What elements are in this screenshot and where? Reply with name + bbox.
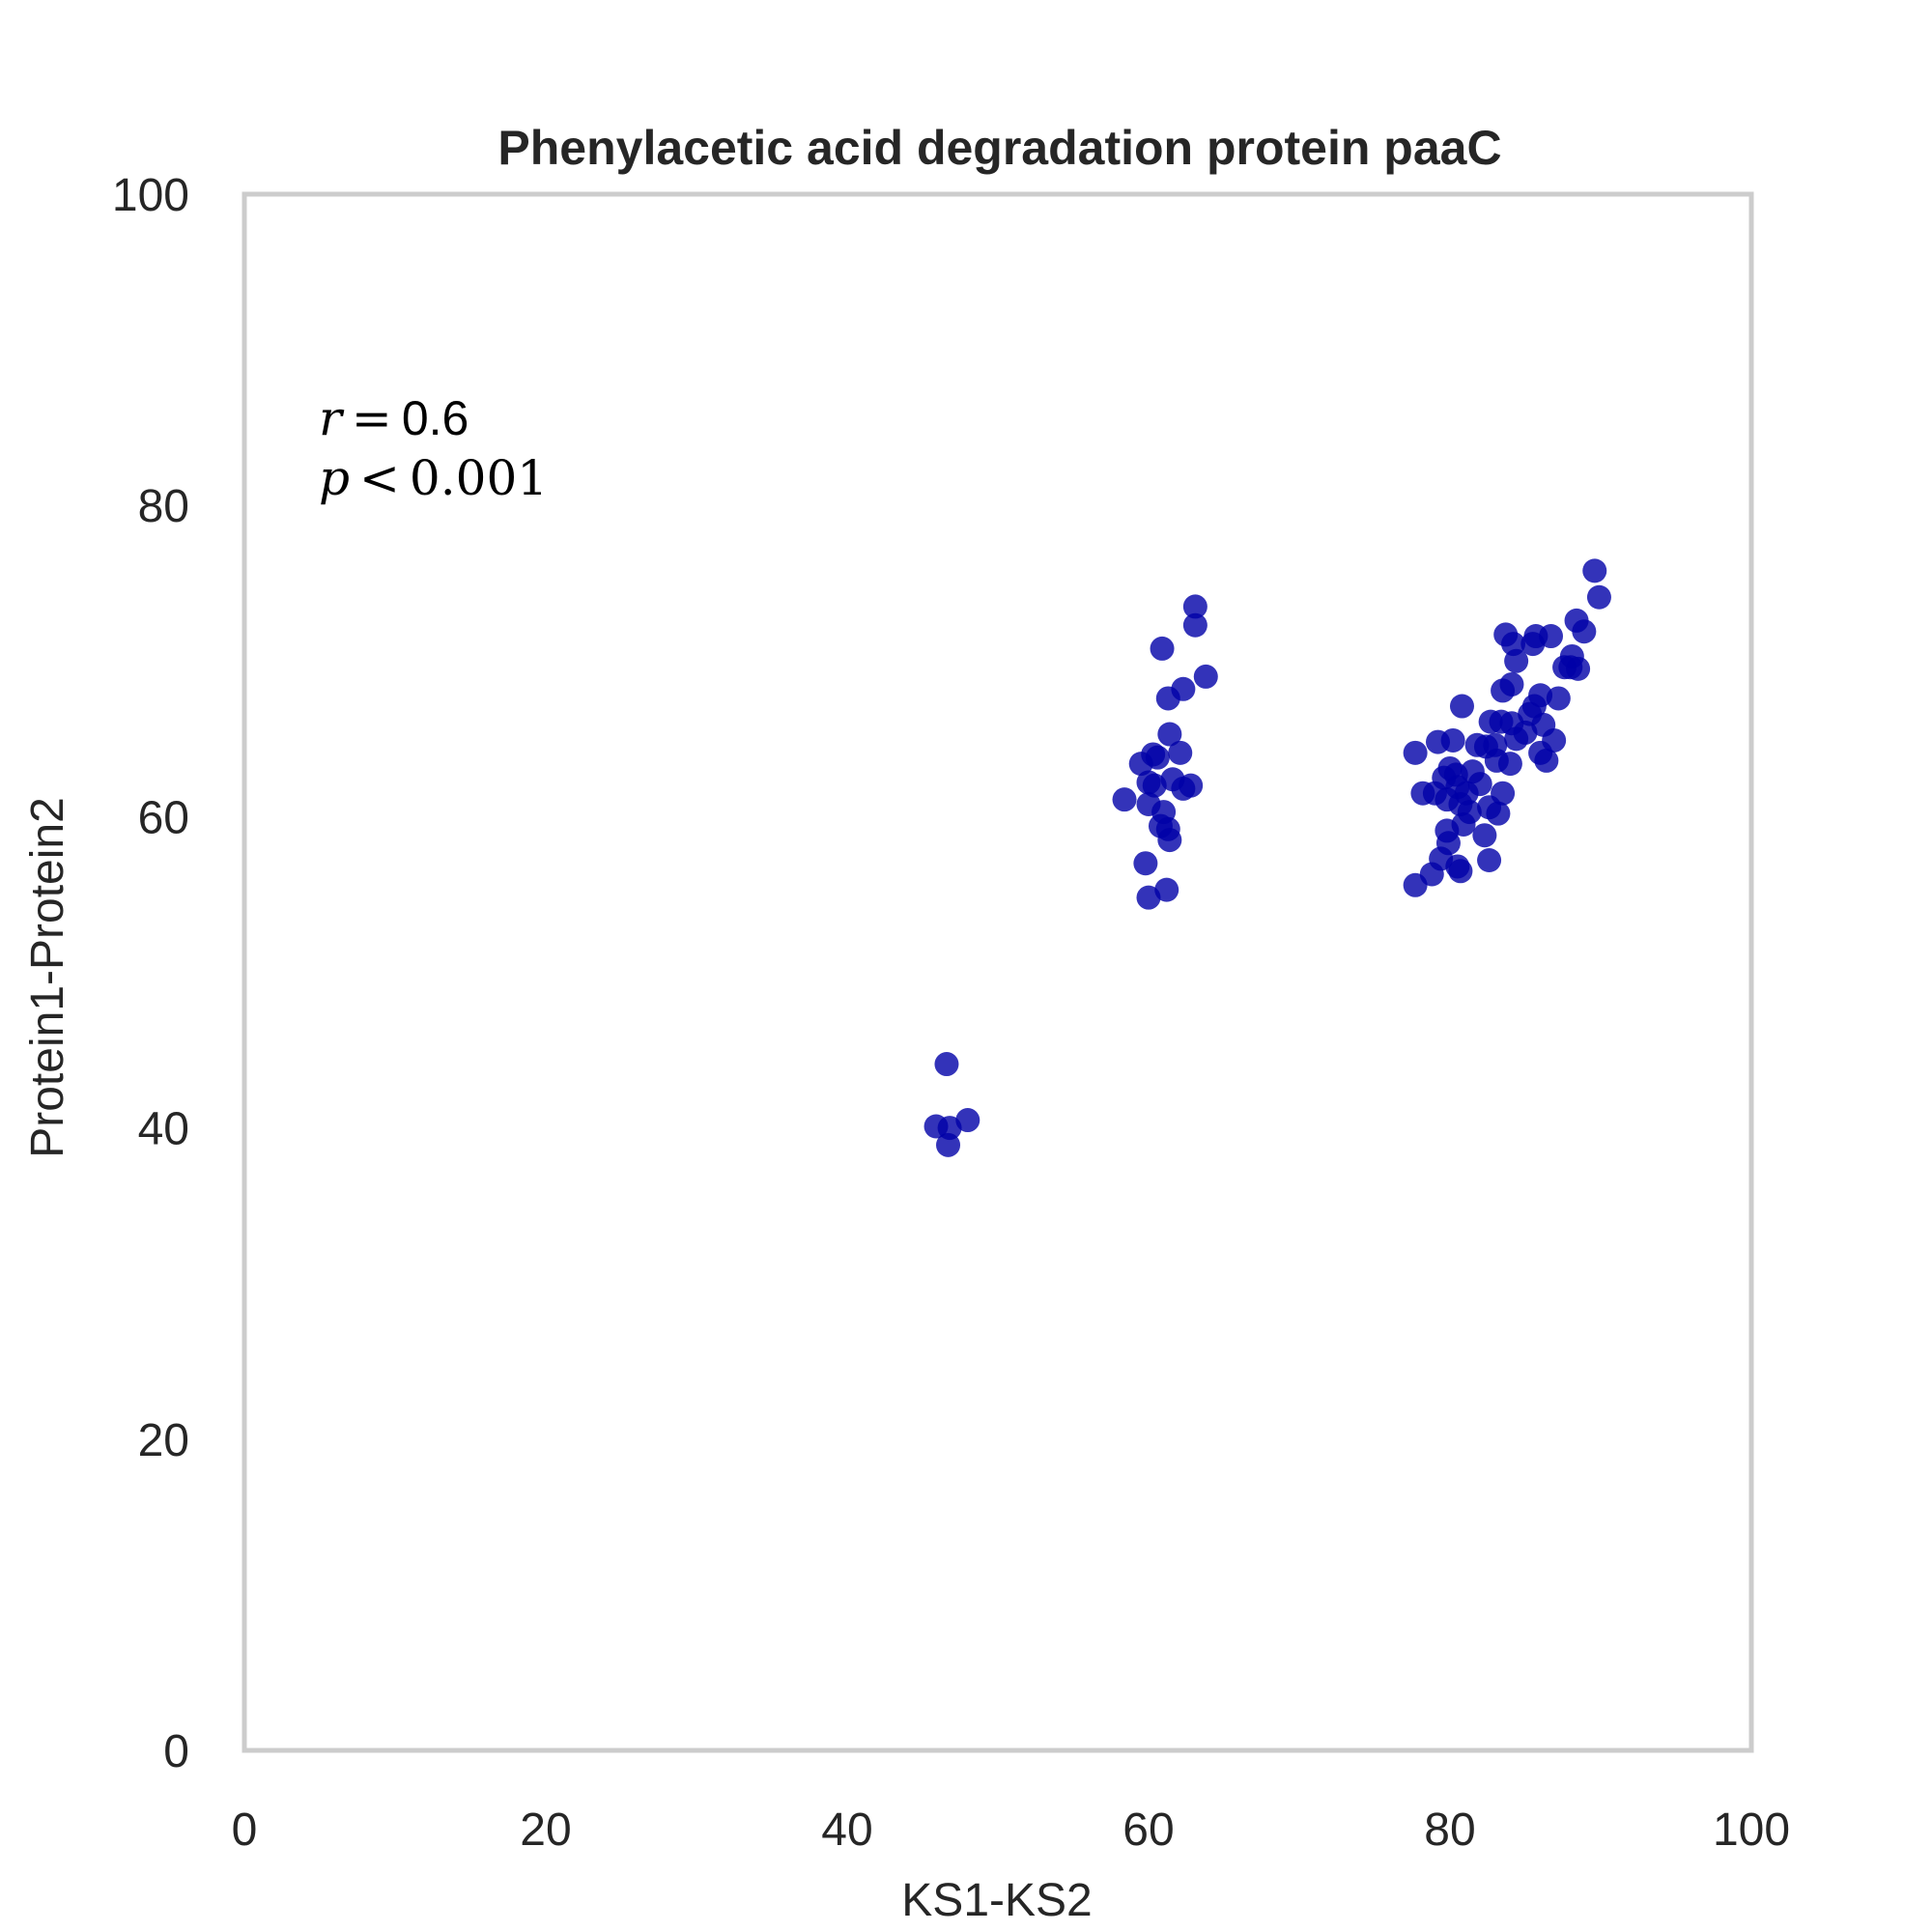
data-point (1168, 740, 1193, 765)
p-value: 0.001 (410, 450, 548, 506)
y-tick-label: 60 (138, 792, 189, 843)
x-tick-label: 100 (1713, 1804, 1790, 1856)
data-point (1491, 678, 1516, 703)
data-point (1586, 584, 1611, 610)
y-tick-label: 0 (163, 1726, 189, 1777)
data-point (1157, 722, 1182, 747)
p-symbol: p (319, 450, 350, 506)
data-point (1193, 664, 1218, 689)
data-point (1477, 848, 1502, 873)
y-tick-labels: 0 20 40 60 80 100 (112, 170, 189, 1777)
data-point (1403, 740, 1428, 765)
data-point (1572, 619, 1597, 644)
data-point (934, 1052, 959, 1077)
data-point (1157, 828, 1182, 853)
y-tick-label: 20 (138, 1415, 189, 1466)
r-symbol: r (319, 390, 345, 446)
data-point (1128, 752, 1153, 777)
data-point (1136, 885, 1161, 910)
data-point (955, 1108, 980, 1133)
x-axis-label: KS1-KS2 (901, 1875, 1092, 1926)
chart-title: Phenylacetic acid degradation protein pa… (497, 121, 1501, 175)
y-tick-label: 80 (138, 481, 189, 532)
data-point (1504, 726, 1529, 752)
r-value: 0.6 (402, 391, 469, 445)
data-point (1150, 636, 1175, 661)
data-point (1403, 872, 1428, 897)
x-tick-label: 60 (1122, 1804, 1174, 1856)
y-axis-label: Protein1-Protein2 (22, 797, 73, 1158)
data-point (1155, 686, 1180, 711)
data-point (1448, 859, 1473, 884)
correlation-annotation: r = 0.6 p < 0.001 (319, 390, 548, 506)
data-point (1539, 624, 1564, 649)
data-point (1534, 748, 1559, 773)
data-point (1582, 558, 1607, 583)
x-tick-labels: 0 20 40 60 80 100 (232, 1804, 1790, 1856)
y-tick-label: 40 (138, 1104, 189, 1155)
data-point (1486, 801, 1511, 826)
x-tick-label: 40 (821, 1804, 872, 1856)
plot-frame (242, 191, 1754, 1753)
x-tick-label: 0 (232, 1804, 258, 1856)
data-point (1484, 748, 1509, 773)
data-point (1171, 776, 1196, 801)
x-tick-label: 20 (520, 1804, 571, 1856)
data-point (1133, 851, 1158, 876)
data-point (1566, 656, 1591, 681)
data-point (1182, 612, 1208, 638)
y-tick-label: 100 (112, 170, 189, 221)
data-point (1154, 877, 1179, 902)
p-operator: < (359, 450, 400, 506)
data-point (1449, 694, 1474, 719)
data-point (1504, 648, 1529, 673)
data-point (936, 1132, 961, 1157)
svg-text:r = 0.6: r = 0.6 (319, 390, 469, 446)
data-point (1182, 594, 1208, 619)
data-point (1112, 787, 1137, 812)
x-tick-label: 80 (1424, 1804, 1475, 1856)
data-point (1472, 823, 1497, 848)
data-point (1546, 686, 1571, 711)
r-equals: = (352, 390, 392, 446)
svg-text:p < 0.001: p < 0.001 (319, 450, 548, 506)
data-point (1440, 727, 1465, 753)
data-points (923, 558, 1611, 1157)
